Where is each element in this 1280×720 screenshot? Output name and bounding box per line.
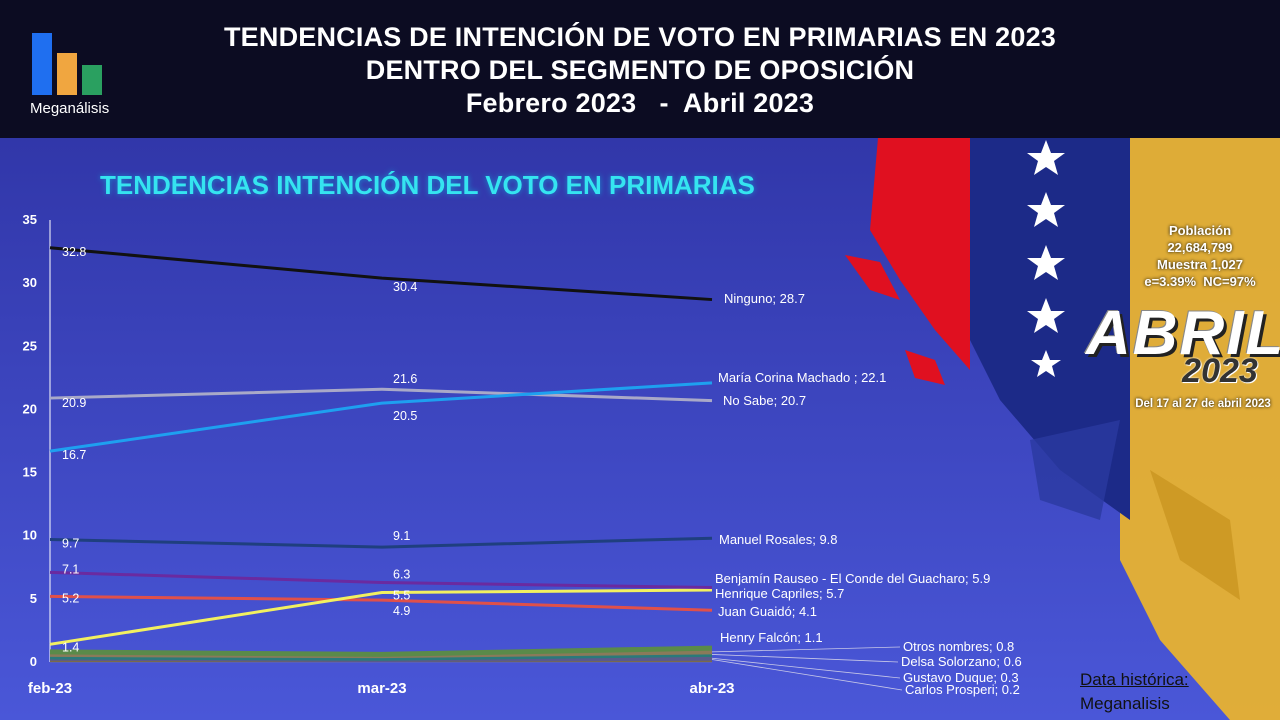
population-value: 22,684,799 — [1167, 240, 1233, 255]
data-label: 20.5 — [393, 409, 417, 423]
y-tick-label: 20 — [23, 401, 37, 416]
page-title-line-3: Febrero 2023 - Abril 2023 — [465, 88, 815, 118]
page-title-line-1: TENDENCIAS DE INTENCIÓN DE VOTO EN PRIMA… — [223, 22, 1057, 52]
y-tick-label: 0 — [30, 654, 37, 669]
series-end-label: Manuel Rosales; 9.8 — [719, 532, 838, 547]
series-line — [49, 645, 713, 657]
data-label: 6.3 — [393, 567, 410, 581]
historic-source: Meganalisis — [1080, 694, 1170, 713]
population-label: Población — [1168, 223, 1232, 238]
line-chart: 0 5 10 15 20 25 30 35 feb-23 mar-23 abr-23 32.8 30.4… — [23, 212, 1022, 697]
series-end-label: Ninguno; 28.7 — [724, 291, 805, 306]
meganalisis-logo: Meganálisis — [30, 32, 110, 117]
leader-line — [711, 659, 903, 691]
error-margin: e=3.39% NC=97% — [1144, 274, 1256, 289]
series-end-label: Henry Falcón; 1.1 — [720, 630, 823, 645]
logo-bar-icon — [82, 65, 102, 95]
data-label: 5.5 — [393, 589, 410, 603]
data-label: 21.6 — [393, 372, 417, 386]
y-tick-label: 25 — [23, 338, 37, 353]
series-end-label: Henrique Capriles; 5.7 — [715, 586, 844, 601]
series-line — [49, 381, 713, 453]
series-line — [49, 594, 713, 612]
page-title-line-2: DENTRO DEL SEGMENTO DE OPOSICIÓN — [365, 55, 915, 85]
data-label: 9.1 — [393, 529, 410, 543]
chart-title: TENDENCIAS INTENCIÓN DEL VOTO EN PRIMARI… — [100, 170, 755, 200]
logo-bar-icon — [32, 33, 52, 95]
series-end-label: Juan Guaidó; 4.1 — [718, 604, 817, 619]
series-end-label: Gustavo Duque; 0.3 — [903, 670, 1019, 685]
historic-label[interactable]: Data histórica: — [1080, 670, 1189, 689]
logo-bar-icon — [57, 53, 77, 95]
y-tick-label: 30 — [23, 275, 37, 290]
series-line — [49, 651, 713, 661]
series-line — [49, 588, 713, 646]
series-end-label: No Sabe; 20.7 — [723, 393, 806, 408]
data-label: 5.2 — [62, 591, 79, 605]
series-end-label: Otros nombres; 0.8 — [903, 639, 1014, 654]
data-label: 4.9 — [393, 604, 410, 618]
series-end-label: Benjamín Rauseo - El Conde del Guacharo;… — [715, 571, 990, 586]
month-badge: ABRIL — [1086, 299, 1280, 368]
data-label: 1.4 — [62, 640, 79, 654]
series-end-label: María Corina Machado ; 22.1 — [718, 370, 886, 385]
survey-dates: Del 17 al 27 de abril 2023 — [1135, 398, 1271, 410]
data-label: 7.1 — [62, 562, 79, 576]
data-label: 30.4 — [393, 280, 417, 294]
x-tick-label: abr-23 — [689, 680, 734, 697]
series-line — [49, 570, 713, 589]
series-line — [49, 246, 713, 302]
y-tick-label: 10 — [23, 528, 37, 543]
leader-line — [711, 646, 901, 653]
series-line — [49, 387, 713, 403]
header-banner: Meganálisis TENDENCIAS DE INTENCIÓN DE V… — [0, 0, 1280, 138]
leader-line — [711, 654, 899, 663]
data-label: 16.7 — [62, 448, 86, 462]
data-label: 9.7 — [62, 537, 79, 551]
logo-label: Meganálisis — [30, 100, 110, 117]
data-label: 20.9 — [62, 396, 86, 410]
sample-size: Muestra 1,027 — [1157, 257, 1243, 272]
y-tick-label: 35 — [23, 212, 37, 227]
year-badge: 2023 — [1182, 352, 1258, 390]
series-end-label: Delsa Solorzano; 0.6 — [901, 654, 1022, 669]
x-tick-label: feb-23 — [28, 680, 72, 697]
x-tick-label: mar-23 — [357, 680, 406, 697]
leader-line — [711, 657, 901, 679]
series-end-label: Carlos Prosperi; 0.2 — [905, 682, 1020, 697]
survey-info: Población 22,684,799 Muestra 1,027 e=3.3… — [1130, 222, 1270, 290]
series-line — [49, 536, 713, 549]
y-tick-label: 15 — [23, 465, 37, 480]
historic-data-link[interactable]: Data histórica: Meganalisis — [1080, 668, 1189, 716]
y-tick-label: 5 — [30, 591, 37, 606]
data-label: 32.8 — [62, 245, 86, 259]
